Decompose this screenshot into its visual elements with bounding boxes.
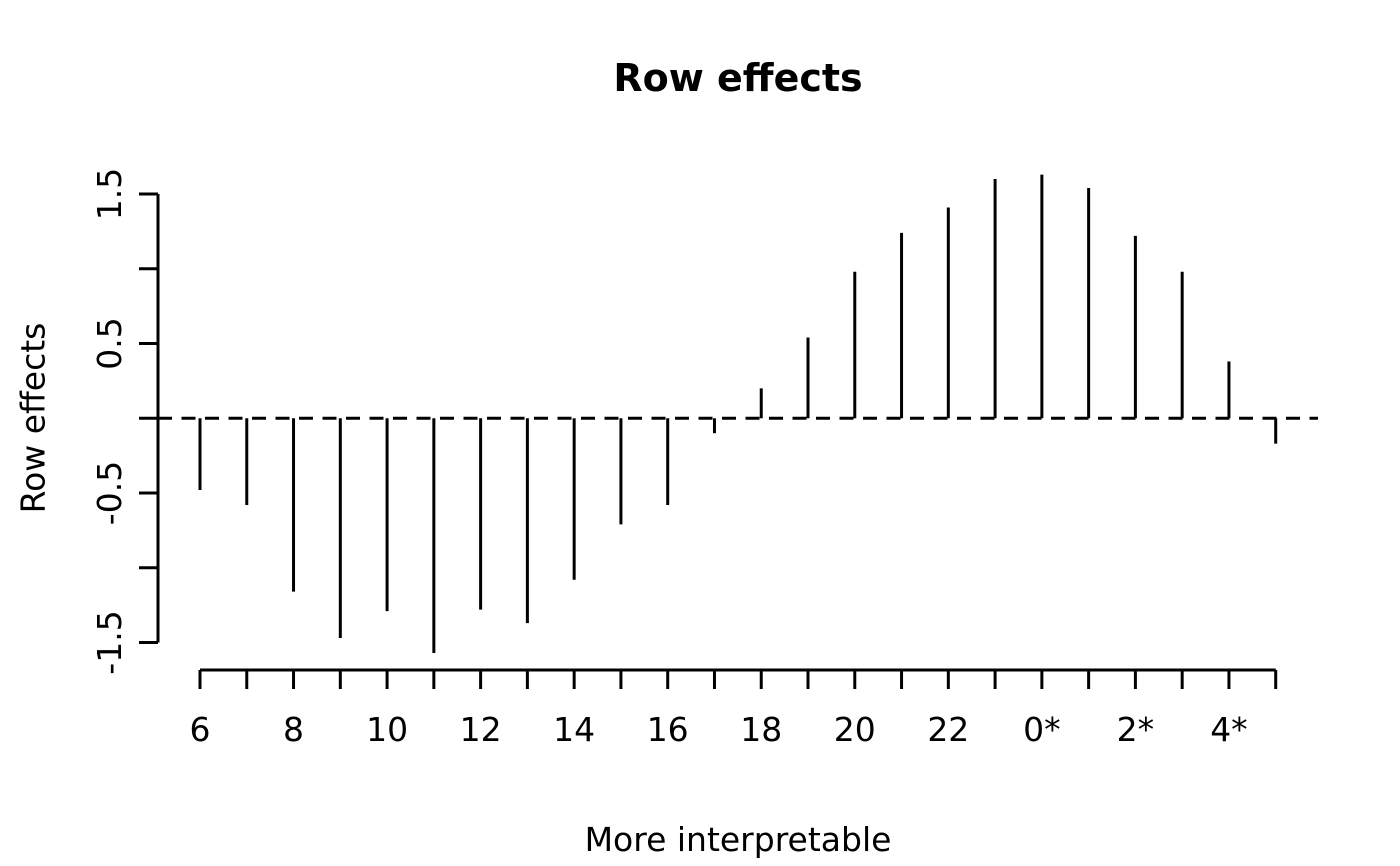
y-tick-label: -1.5 (90, 610, 129, 674)
x-tick-label: 20 (834, 710, 876, 749)
x-tick-label: 6 (190, 710, 211, 749)
x-tick-label: 12 (460, 710, 502, 749)
x-tick-label: 16 (647, 710, 689, 749)
x-tick-label: 14 (553, 710, 595, 749)
x-axis-label: More interpretable (584, 820, 892, 859)
x-tick-label: 18 (740, 710, 782, 749)
x-tick-label: 10 (366, 710, 408, 749)
y-tick-label: -0.5 (90, 461, 129, 525)
x-tick-label: 2* (1117, 710, 1155, 749)
chart-title: Row effects (613, 56, 863, 100)
x-tick-label: 4* (1210, 710, 1248, 749)
x-tick-label: 8 (283, 710, 304, 749)
x-tick-label: 0* (1023, 710, 1061, 749)
x-tick-label: 22 (927, 710, 969, 749)
y-axis-label: Row effects (13, 322, 53, 514)
y-tick-label: 0.5 (90, 317, 129, 369)
y-tick-label: 1.5 (90, 168, 129, 220)
